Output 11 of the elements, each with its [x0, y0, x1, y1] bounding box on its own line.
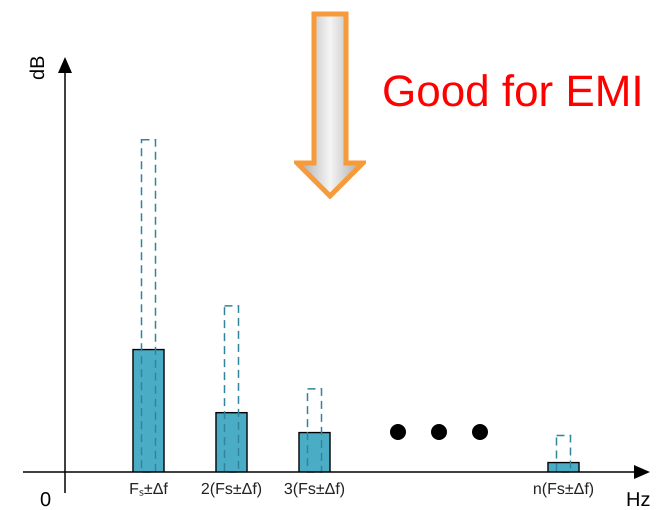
- x-axis-title: Hz: [626, 489, 650, 510]
- x-tick-label: Fₛ±Δf: [129, 481, 168, 498]
- text: 0: [40, 489, 52, 510]
- x-tick-label: 3(Fs±Δf): [284, 481, 346, 498]
- bar: [140, 138, 156, 473]
- y-axis-title: dB: [27, 56, 49, 80]
- x-tick-label: 2(Fs±Δf): [200, 481, 262, 498]
- bar: [306, 388, 322, 473]
- text: Good for EMI: [382, 67, 644, 116]
- x-tick-label: n(Fs±Δf): [532, 481, 594, 498]
- bar: [224, 305, 240, 473]
